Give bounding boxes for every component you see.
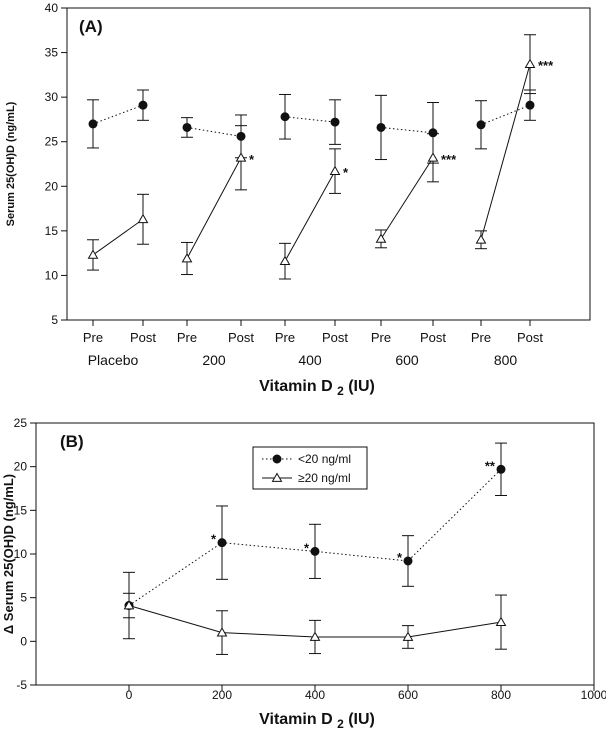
- data-point-triangle: [475, 234, 487, 244]
- group-label: 800: [494, 352, 518, 368]
- legend-label: ≥20 ng/ml: [298, 471, 351, 485]
- data-point-circle: [476, 120, 486, 130]
- series-line-lt20: [480, 104, 531, 126]
- series-line-lt20: [92, 104, 144, 125]
- x-label-post: Post: [322, 330, 348, 345]
- data-point-triangle: [279, 255, 291, 266]
- y-axis-title: Δ Serum 25(OH)D (ng/mL): [1, 474, 16, 634]
- y-tick-label: 10: [14, 547, 28, 561]
- significance-marker: *: [249, 152, 255, 167]
- data-point-triangle: [181, 252, 193, 263]
- y-tick-label: 5: [20, 591, 27, 605]
- significance-marker: *: [211, 532, 217, 547]
- x-label-pre: Pre: [471, 330, 491, 345]
- significance-marker: ***: [441, 152, 457, 167]
- data-point-triangle: [427, 152, 439, 162]
- x-tick-label: 400: [305, 688, 325, 702]
- x-tick-label: 1000: [581, 688, 606, 702]
- y-tick-label: -5: [16, 678, 27, 692]
- data-point-circle: [525, 100, 535, 110]
- series-line-lt20: [284, 116, 336, 123]
- data-point-circle: [496, 464, 506, 474]
- data-point-circle: [310, 546, 320, 556]
- y-tick-label: 10: [45, 268, 59, 282]
- panel-label: (B): [60, 432, 84, 451]
- data-point-circle: [376, 122, 386, 132]
- y-tick-label: 30: [45, 90, 59, 104]
- significance-marker: *: [304, 540, 310, 555]
- data-point-circle: [88, 119, 98, 129]
- data-point-circle: [217, 538, 227, 548]
- y-tick-label: 20: [45, 179, 59, 193]
- legend-frame: [252, 446, 368, 490]
- x-tick-label: 200: [212, 688, 232, 702]
- legend-marker-circle: [272, 454, 282, 464]
- y-tick-label: 15: [45, 224, 59, 238]
- x-label-pre: Pre: [275, 330, 295, 345]
- significance-marker: *: [343, 165, 349, 180]
- x-axis-title: Vitamin D 2 (IU): [259, 378, 375, 398]
- y-tick-label: 5: [51, 313, 58, 327]
- x-tick-label: 0: [126, 688, 133, 702]
- group-label: 600: [395, 352, 419, 368]
- significance-marker: ***: [538, 58, 554, 73]
- x-label-post: Post: [517, 330, 543, 345]
- y-tick-label: 35: [45, 46, 59, 60]
- data-point-triangle: [375, 233, 387, 243]
- data-point-triangle: [524, 58, 536, 69]
- significance-marker: **: [485, 458, 496, 473]
- group-label: Placebo: [88, 352, 139, 368]
- x-tick-label: 800: [491, 688, 511, 702]
- data-point-triangle: [235, 152, 247, 162]
- data-point-triangle: [309, 631, 321, 641]
- x-label-pre: Pre: [371, 330, 391, 345]
- data-point-circle: [330, 117, 340, 127]
- data-point-triangle: [123, 600, 135, 610]
- data-point-triangle: [402, 631, 414, 641]
- x-label-pre: Pre: [83, 330, 103, 345]
- series-line-ge20: [92, 218, 144, 256]
- x-label-post: Post: [130, 330, 156, 345]
- data-point-triangle: [216, 627, 228, 637]
- y-tick-label: 0: [20, 634, 27, 648]
- series-line-ge20: [284, 170, 336, 262]
- plot-frame: [66, 7, 591, 321]
- x-label-pre: Pre: [177, 330, 197, 345]
- significance-marker: *: [397, 550, 403, 565]
- data-point-triangle: [329, 165, 341, 176]
- legend: <20 ng/ml ≥20 ng/ml: [252, 446, 368, 490]
- data-point-circle: [280, 112, 290, 122]
- data-point-circle: [138, 100, 148, 110]
- group-label: 200: [202, 352, 226, 368]
- x-tick-label: 600: [398, 688, 418, 702]
- y-tick-label: 40: [45, 1, 59, 15]
- series-line-lt20: [186, 126, 242, 137]
- y-tick-label: 25: [45, 135, 59, 149]
- data-point-triangle: [87, 249, 99, 259]
- series-line-lt20: [380, 126, 434, 134]
- x-axis-title: Vitamin D 2 (IU): [259, 711, 375, 731]
- data-point-circle: [182, 122, 192, 132]
- y-tick-label: 25: [14, 416, 28, 430]
- data-point-triangle: [137, 213, 149, 224]
- legend-marker-triangle: [271, 472, 283, 482]
- y-axis-title: Serum 25(OH)D (ng/mL): [5, 101, 17, 226]
- series-line-ge20: [480, 64, 531, 240]
- data-point-triangle: [495, 616, 507, 626]
- x-label-post: Post: [228, 330, 254, 345]
- y-tick-label: 15: [14, 503, 28, 517]
- panel-label: (A): [79, 17, 103, 36]
- legend-label: <20 ng/ml: [298, 452, 351, 466]
- series-line-ge20: [186, 157, 242, 259]
- x-label-post: Post: [420, 330, 446, 345]
- series-line-ge20: [380, 157, 434, 240]
- data-point-circle: [403, 556, 413, 566]
- panel-b: -5 0 5 10 15 20 25 0 200 400 600 800 1000 Δ Serum 25(…: [1, 416, 606, 731]
- group-label: 400: [298, 352, 322, 368]
- y-tick-label: 20: [14, 460, 28, 474]
